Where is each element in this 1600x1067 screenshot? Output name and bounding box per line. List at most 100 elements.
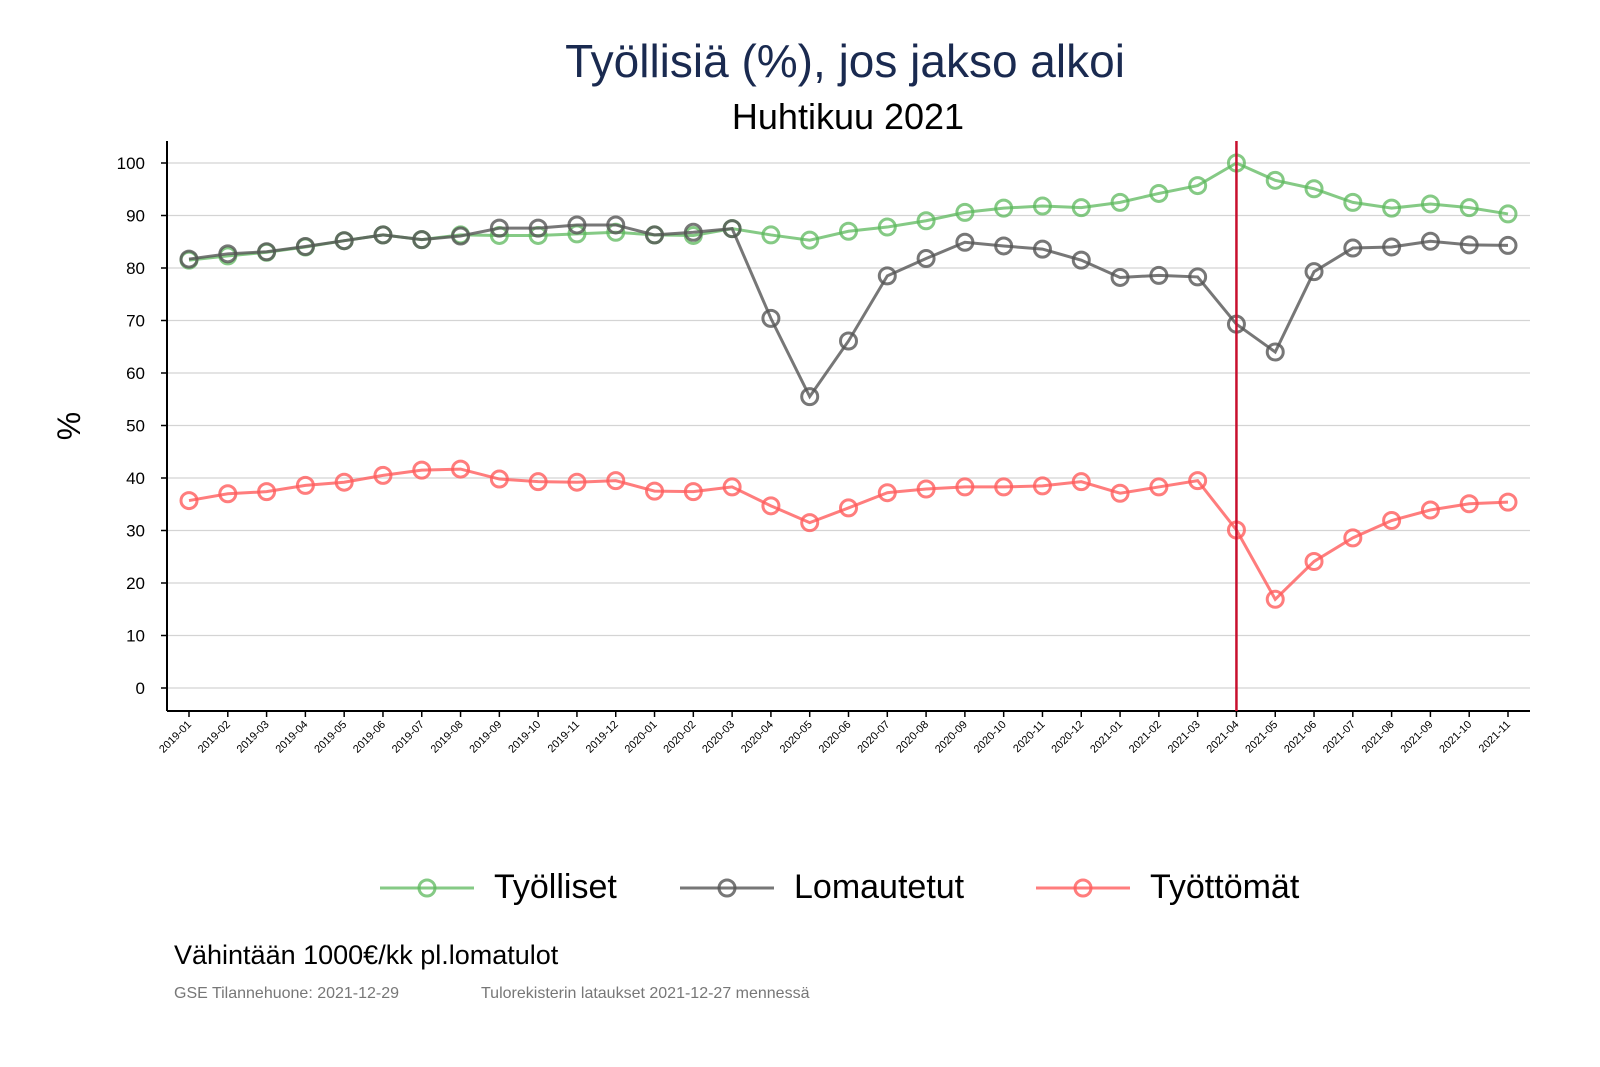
- x-tick-label: 2021-11: [1477, 719, 1513, 755]
- x-tick-label: 2020-03: [700, 719, 737, 756]
- data-point: [295, 236, 315, 256]
- data-point: [528, 218, 548, 238]
- data-point: [1032, 476, 1052, 496]
- x-tick-label: 2020-08: [894, 719, 931, 756]
- data-point: [761, 225, 781, 245]
- data-point: [683, 482, 703, 502]
- data-point: [451, 226, 471, 246]
- data-point: [1032, 239, 1052, 259]
- data-point: [1420, 500, 1440, 520]
- data-point: [334, 472, 354, 492]
- data-point: [994, 236, 1014, 256]
- data-point: [257, 242, 277, 262]
- data-point: [334, 231, 354, 251]
- x-tick-label: 2020-01: [623, 719, 660, 756]
- x-tick-label: 2020-02: [661, 719, 698, 756]
- y-tick-label: 20: [126, 574, 145, 593]
- data-point: [295, 475, 315, 495]
- data-point: [839, 331, 858, 351]
- x-tick-label: 2019-10: [506, 719, 543, 756]
- data-point: [1188, 471, 1208, 491]
- x-tick-label: 2019-08: [429, 719, 466, 756]
- y-tick-label: 80: [126, 259, 145, 278]
- source-left: GSE Tilannehuone: 2021-12-29: [174, 985, 400, 1002]
- data-point: [373, 225, 393, 245]
- data-point: [1149, 183, 1169, 203]
- data-point: [606, 471, 626, 491]
- data-point: [1498, 492, 1518, 512]
- data-point: [761, 496, 781, 516]
- x-tick-label: 2021-06: [1282, 719, 1319, 756]
- data-point: [683, 222, 703, 242]
- data-point: [1459, 235, 1479, 255]
- x-tick-label: 2021-07: [1321, 719, 1358, 756]
- x-tick-label: 2021-02: [1127, 719, 1164, 756]
- data-point: [567, 215, 587, 235]
- x-tick-label: 2021-08: [1360, 719, 1397, 756]
- data-point: [1459, 198, 1479, 218]
- data-point: [218, 244, 238, 264]
- data-point: [955, 232, 975, 252]
- y-axis-label: %: [51, 412, 87, 440]
- y-tick-label: 60: [126, 364, 145, 383]
- data-point: [451, 459, 471, 479]
- data-point: [1304, 179, 1324, 199]
- series-2: [179, 459, 1518, 609]
- legend-marker-tyottomat: [1036, 878, 1130, 897]
- data-point: [1071, 472, 1091, 492]
- y-tick-label: 40: [126, 469, 145, 488]
- source-right: Tulorekisterin lataukset 2021-12-27 menn…: [481, 985, 810, 1002]
- data-point: [722, 477, 742, 497]
- data-point: [1149, 477, 1169, 497]
- data-point: [877, 266, 897, 286]
- data-point: [567, 472, 587, 492]
- data-point: [1110, 483, 1130, 503]
- data-point: [761, 308, 781, 328]
- data-point: [1343, 192, 1363, 212]
- y-tick-label: 0: [136, 679, 145, 698]
- data-point: [1304, 262, 1324, 282]
- y-tick-label: 10: [126, 627, 145, 646]
- data-point: [1382, 237, 1402, 257]
- data-point: [528, 472, 548, 492]
- data-point: [877, 217, 897, 237]
- data-point: [1420, 231, 1440, 251]
- data-point: [1188, 267, 1208, 287]
- chart-title: Työllisiä (%), jos jakso alkoi: [565, 35, 1125, 87]
- data-point: [645, 481, 665, 501]
- legend-label: Työlliset: [494, 868, 617, 906]
- data-point: [1110, 192, 1130, 212]
- data-point: [1420, 194, 1440, 214]
- legend-marker-tyolliset: [380, 878, 474, 897]
- data-point: [489, 218, 509, 238]
- legend-item-lomautetut: Lomautetut: [680, 868, 964, 907]
- footnote: Vähintään 1000€/kk pl.lomatulot: [174, 940, 559, 970]
- x-tick-label: 2021-09: [1398, 719, 1435, 756]
- data-point: [916, 211, 936, 231]
- x-tick-label: 2021-10: [1437, 719, 1474, 756]
- x-tick-label: 2019-11: [546, 719, 582, 755]
- series-line: [188, 161, 1509, 262]
- series-line: [188, 467, 1509, 602]
- y-tick-label: 50: [126, 417, 145, 436]
- data-point: [955, 477, 975, 497]
- data-point: [994, 477, 1014, 497]
- data-point: [839, 498, 858, 518]
- data-point: [800, 230, 820, 250]
- data-point: [955, 202, 975, 222]
- data-point: [1110, 267, 1130, 287]
- x-tick-label: 2020-05: [778, 719, 815, 756]
- x-tick-label: 2021-05: [1243, 719, 1280, 756]
- data-point: [1382, 198, 1402, 218]
- x-tick-label: 2019-09: [467, 719, 504, 756]
- data-point: [257, 482, 277, 502]
- data-point: [218, 484, 238, 504]
- legend-label: Lomautetut: [794, 868, 965, 906]
- chart-subtitle: Huhtikuu 2021: [731, 96, 965, 137]
- x-tick-label: 2019-12: [584, 719, 621, 756]
- x-tick-label: 2021-04: [1205, 719, 1242, 756]
- x-tick-label: 2019-04: [273, 719, 310, 756]
- data-point: [916, 479, 936, 499]
- x-tick-label: 2020-10: [972, 719, 1009, 756]
- data-point: [877, 483, 897, 503]
